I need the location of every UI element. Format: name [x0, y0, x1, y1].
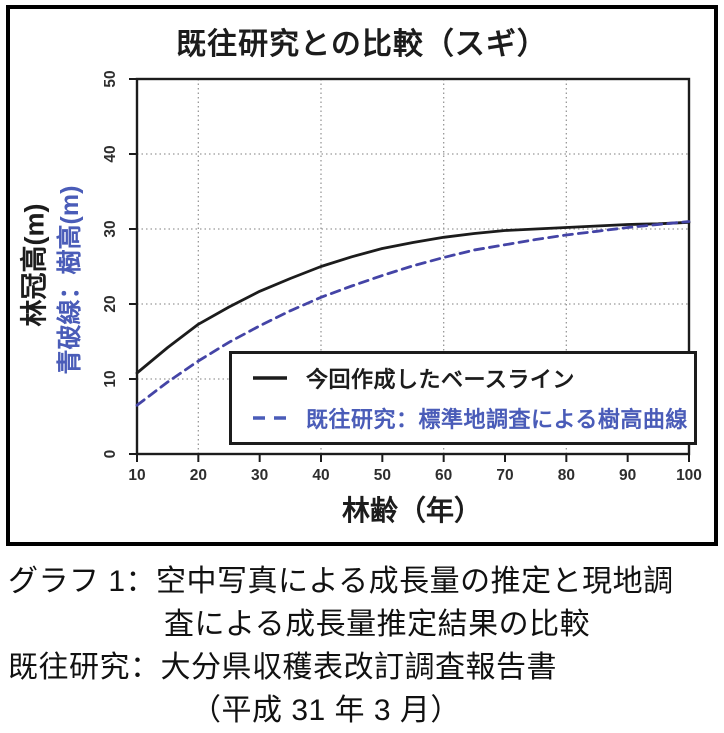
y-tick-label-40: 40 [102, 145, 119, 162]
caption-line-2: 査による成長量推定結果の比較 [164, 608, 591, 641]
y-tick-label-0: 0 [102, 450, 119, 459]
plot-area: 10 20 30 40 50 60 70 80 90 100 0 10 20 30 40 50 [102, 70, 702, 484]
chart-title: 既往研究との比較（スギ） [176, 28, 548, 61]
x-tick-label-40: 40 [312, 467, 329, 484]
x-axis-label-stand-age: 林齢（年） [341, 495, 483, 526]
legend-label-baseline: 今回作成したベースライン [306, 367, 575, 392]
x-tick-label-70: 70 [496, 467, 513, 484]
caption-line-3: 既往研究：大分県収穫表改訂調査報告書 [8, 651, 557, 684]
legend-row-baseline: 今回作成したベースライン [252, 362, 694, 394]
y-axis-label-canopy-height: 林冠高(m) [19, 203, 50, 327]
x-tick-label-20: 20 [190, 467, 207, 484]
legend-row-previous-research: 既往研究：標準地調査による樹高曲線 [252, 402, 694, 434]
legend-solid-line-sample [253, 376, 287, 380]
legend-box: 今回作成したベースライン 既往研究：標準地調査による樹高曲線 [229, 351, 697, 445]
x-tick-label-100: 100 [676, 467, 702, 484]
caption-line-4: （平成 31 年 3 月） [191, 694, 461, 727]
legend-label-previous-research: 既往研究：標準地調査による樹高曲線 [306, 407, 688, 432]
y-axis-label-tree-height-blue: 青破線：樹高(m) [56, 185, 84, 375]
plot-border [135, 77, 691, 456]
y-tick-label-50: 50 [102, 70, 119, 87]
x-tick-label-10: 10 [128, 467, 145, 484]
y-tick-label-20: 20 [102, 295, 119, 312]
x-tick-label-50: 50 [374, 467, 391, 484]
caption-line-1: グラフ 1：空中写真による成長量の推定と現地調 [8, 565, 674, 598]
x-tick-label-90: 90 [619, 467, 636, 484]
baseline-curve [135, 220, 691, 375]
x-tick-label-60: 60 [435, 467, 452, 484]
x-tick-label-80: 80 [558, 467, 575, 484]
y-tick-label-10: 10 [102, 370, 119, 387]
previous-research-curve [135, 220, 691, 407]
legend-dashed-line-sample [253, 416, 287, 420]
x-tick-label-30: 30 [251, 467, 268, 484]
figure-caption: グラフ 1：空中写真による成長量の推定と現地調 査による成長量推定結果の比較 既… [8, 560, 720, 732]
y-tick-label-30: 30 [102, 220, 119, 237]
chart-figure: 10 20 30 40 50 60 70 80 90 100 0 10 20 30 40 50 既往研究との比… [6, 5, 718, 546]
